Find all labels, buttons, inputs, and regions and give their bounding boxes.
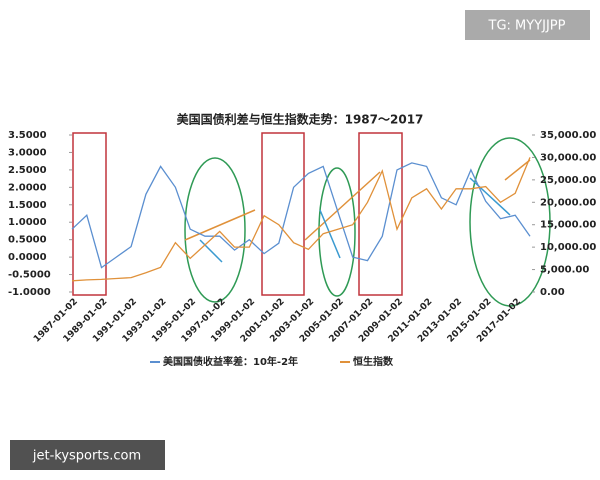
watermark: jet-kysports.com	[32, 449, 141, 464]
y-tick-label: 0.0000	[8, 252, 47, 263]
y-tick-label: 3.0000	[8, 147, 47, 158]
highlight-ellipse	[469, 137, 551, 307]
y-tick-label: 0.5000	[8, 235, 47, 246]
highlight-ellipse	[318, 167, 356, 297]
y-tick-label: 3.5000	[8, 130, 47, 141]
y2-tick-label: 5,000.00	[540, 265, 589, 276]
watermark: TG: MYYJJPP	[488, 19, 566, 34]
highlight-ellipse	[184, 157, 246, 303]
arrow	[319, 209, 341, 259]
y2-tick-label: 30,000.00	[540, 152, 596, 163]
legend-label: 恒生指数	[353, 355, 394, 368]
annotations	[72, 132, 551, 307]
y2-tick-label: 25,000.00	[540, 175, 596, 186]
watermark-box	[10, 440, 165, 470]
series-line	[71, 162, 531, 269]
highlight-box	[72, 132, 107, 296]
arrow	[184, 209, 256, 241]
y-tick-label: 2.5000	[8, 165, 47, 176]
watermark-box	[465, 10, 590, 40]
y2-tick-label: 20,000.00	[540, 197, 596, 208]
highlight-box	[261, 132, 305, 296]
y2-tick-label: 15,000.00	[540, 220, 596, 231]
legend-label: 美国国债收益率差：10年-2年	[163, 355, 298, 368]
y2-tick-label: 0.00	[540, 287, 565, 298]
y2-tick-label: 35,000.00	[540, 130, 596, 141]
y-tick-label: -1.0000	[8, 287, 51, 298]
y-tick-label: 1.0000	[8, 217, 47, 228]
y-tick-label: -0.5000	[8, 270, 51, 281]
arrow	[504, 159, 531, 181]
series-line	[71, 157, 531, 282]
y-tick-label: 2.0000	[8, 182, 47, 193]
y2-tick-label: 10,000.00	[540, 242, 596, 253]
chart-title: 美国国债利差与恒生指数走势：1987～2017	[177, 112, 424, 127]
arrow	[304, 171, 381, 241]
arrow	[469, 177, 511, 216]
y-tick-label: 1.5000	[8, 200, 47, 211]
arrow	[199, 239, 223, 263]
